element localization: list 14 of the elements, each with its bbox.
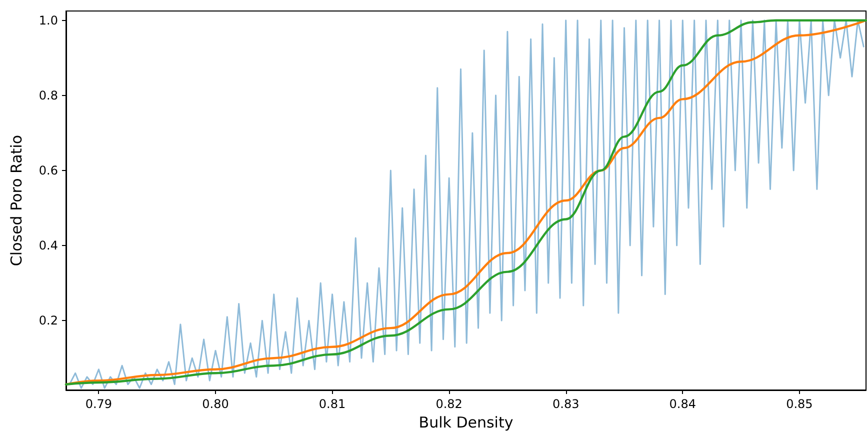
- y-tick-label: 1.0: [38, 13, 58, 28]
- x-tick-label: 0.84: [669, 397, 696, 411]
- x-tick-label: 0.85: [786, 397, 813, 411]
- x-tick-label: 0.83: [552, 397, 580, 411]
- y-axis-title: Closed Poro Ratio: [8, 134, 26, 266]
- x-tick-label: 0.79: [85, 397, 112, 411]
- x-tick-label: 0.81: [318, 397, 346, 411]
- y-tick-label: 0.6: [38, 163, 58, 178]
- y-tick-label: 0.2: [38, 314, 58, 328]
- x-tick-label: 0.80: [202, 397, 229, 411]
- y-tick-label: 0.4: [38, 238, 58, 253]
- x-axis-title: Bulk Density: [418, 413, 514, 432]
- y-tick-label: 0.8: [38, 88, 58, 102]
- x-tick-label: 0.82: [436, 397, 462, 411]
